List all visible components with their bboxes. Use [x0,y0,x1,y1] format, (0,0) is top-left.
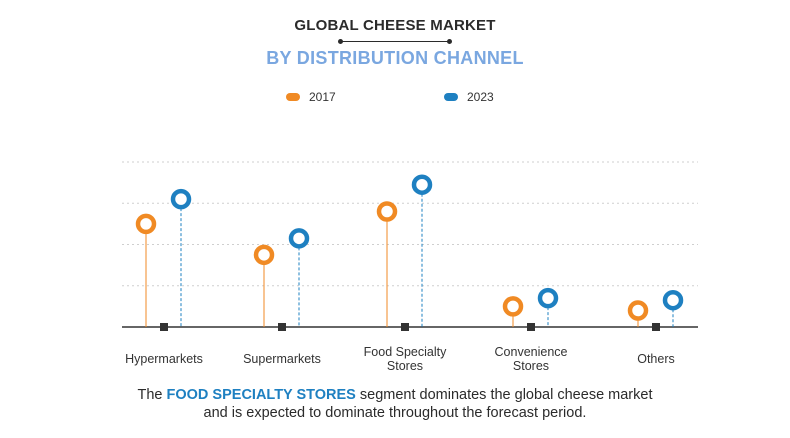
category-tick-marker [278,323,286,331]
category-tick-marker [652,323,660,331]
category-label: Supermarkets [243,352,321,366]
legend-item-2017: 2017 [286,88,336,106]
data-point-2017 [376,201,398,222]
footnote-highlight: FOOD SPECIALTY STORES [166,387,356,403]
chart-footnote: The FOOD SPECIALTY STORES segment domina… [0,386,790,422]
chart-title: GLOBAL CHEESE MARKET [294,17,496,34]
category-tick-marker [160,323,168,331]
data-point-2017 [502,296,524,317]
footnote-line1-rest: segment dominates the global cheese mark… [355,387,653,403]
lollipop-chart: Hypermarkets Supermarkets Food Specialty St… [122,161,698,373]
data-point-2017 [135,213,157,235]
chart-subtitle: BY DISTRIBUTION CHANNEL [266,48,524,68]
data-point-2023 [288,228,310,249]
title-divider [338,38,452,44]
footnote-line-1: The FOOD SPECIALTY STORES segment domina… [0,386,790,404]
data-point-2017 [627,300,649,321]
category-label: Food Specialty Stores [364,345,447,373]
data-point-2023 [662,289,684,311]
footnote-prefix: The [137,387,167,403]
category-tick-marker [527,323,535,331]
legend-label-2023: 2023 [467,90,494,104]
data-point-2017 [253,244,275,266]
data-point-2023 [537,287,559,309]
category-label: Others [637,352,675,366]
data-point-2023 [411,174,433,195]
legend-item-2023: 2023 [444,88,494,106]
legend-swatch-2023 [444,93,458,101]
legend-label-2017: 2017 [309,90,336,104]
data-point-2023 [170,188,192,210]
category-label: Convenience Stores [495,345,568,373]
category-tick-marker [401,323,409,331]
legend-swatch-2017 [286,93,300,101]
footnote-line-2: and is expected to dominate throughout t… [203,405,587,421]
category-label: Hypermarkets [125,352,203,366]
